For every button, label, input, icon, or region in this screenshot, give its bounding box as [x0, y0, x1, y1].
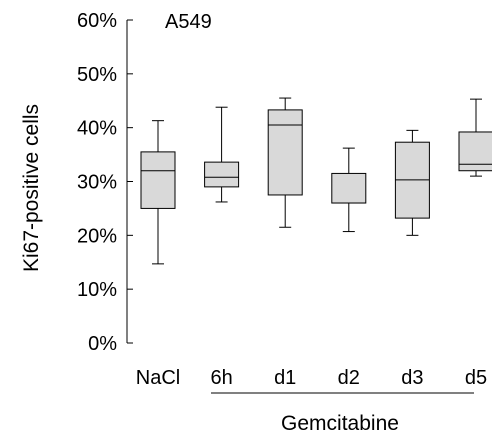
group-label: Gemcitabine [281, 412, 399, 435]
x-tick-label: d2 [338, 367, 360, 389]
boxes [140, 97, 492, 265]
y-tick-label: 20% [77, 225, 117, 247]
box-group [458, 98, 492, 177]
x-tick-label: d1 [274, 367, 296, 389]
y-tick-label: 60% [77, 10, 117, 32]
y-tick-label: 30% [77, 172, 117, 194]
box-group [394, 129, 430, 236]
box-group [267, 97, 303, 228]
chart-annotation: A549 [165, 11, 212, 33]
box-group [331, 147, 367, 233]
box [204, 161, 240, 188]
x-tick-label: NaCl [136, 367, 180, 389]
y-tick-label: 50% [77, 64, 117, 86]
box-group [140, 120, 176, 265]
y-tick-label: 10% [77, 279, 117, 301]
y-tick-label: 40% [77, 118, 117, 140]
y-tick-label: 0% [88, 333, 117, 355]
box [140, 151, 176, 209]
box [267, 109, 303, 196]
box [331, 172, 367, 204]
box [458, 131, 492, 172]
y-axis-label: Ki67-positive cells [20, 104, 43, 272]
x-tick-label: d5 [465, 367, 487, 389]
box-group [204, 106, 240, 203]
axes: 0% 10% 20% 30% 40% 50% 60% NaCl 6h d1 d2 d3 d5 [77, 10, 487, 389]
x-tick-label: d3 [401, 367, 423, 389]
x-tick-label: 6h [210, 367, 232, 389]
